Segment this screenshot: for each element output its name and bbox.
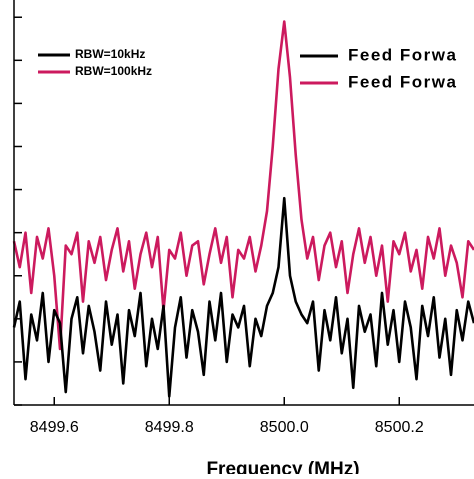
legend-label: Feed Forwa	[348, 72, 457, 91]
x-tick-label: 8499.6	[30, 419, 79, 436]
x-tick-label: 8499.8	[145, 419, 194, 436]
legend-label: RBW=100kHz	[75, 64, 152, 78]
x-tick-label: 8500.0	[260, 419, 309, 436]
series-line	[12, 196, 474, 398]
legend-label: RBW=10kHz	[75, 47, 145, 61]
x-tick-label: 8500.2	[375, 419, 424, 436]
x-axis-title: Frequency (MHz)	[206, 459, 359, 474]
legend-label: Feed Forwa	[348, 45, 457, 64]
series-line	[12, 20, 474, 351]
